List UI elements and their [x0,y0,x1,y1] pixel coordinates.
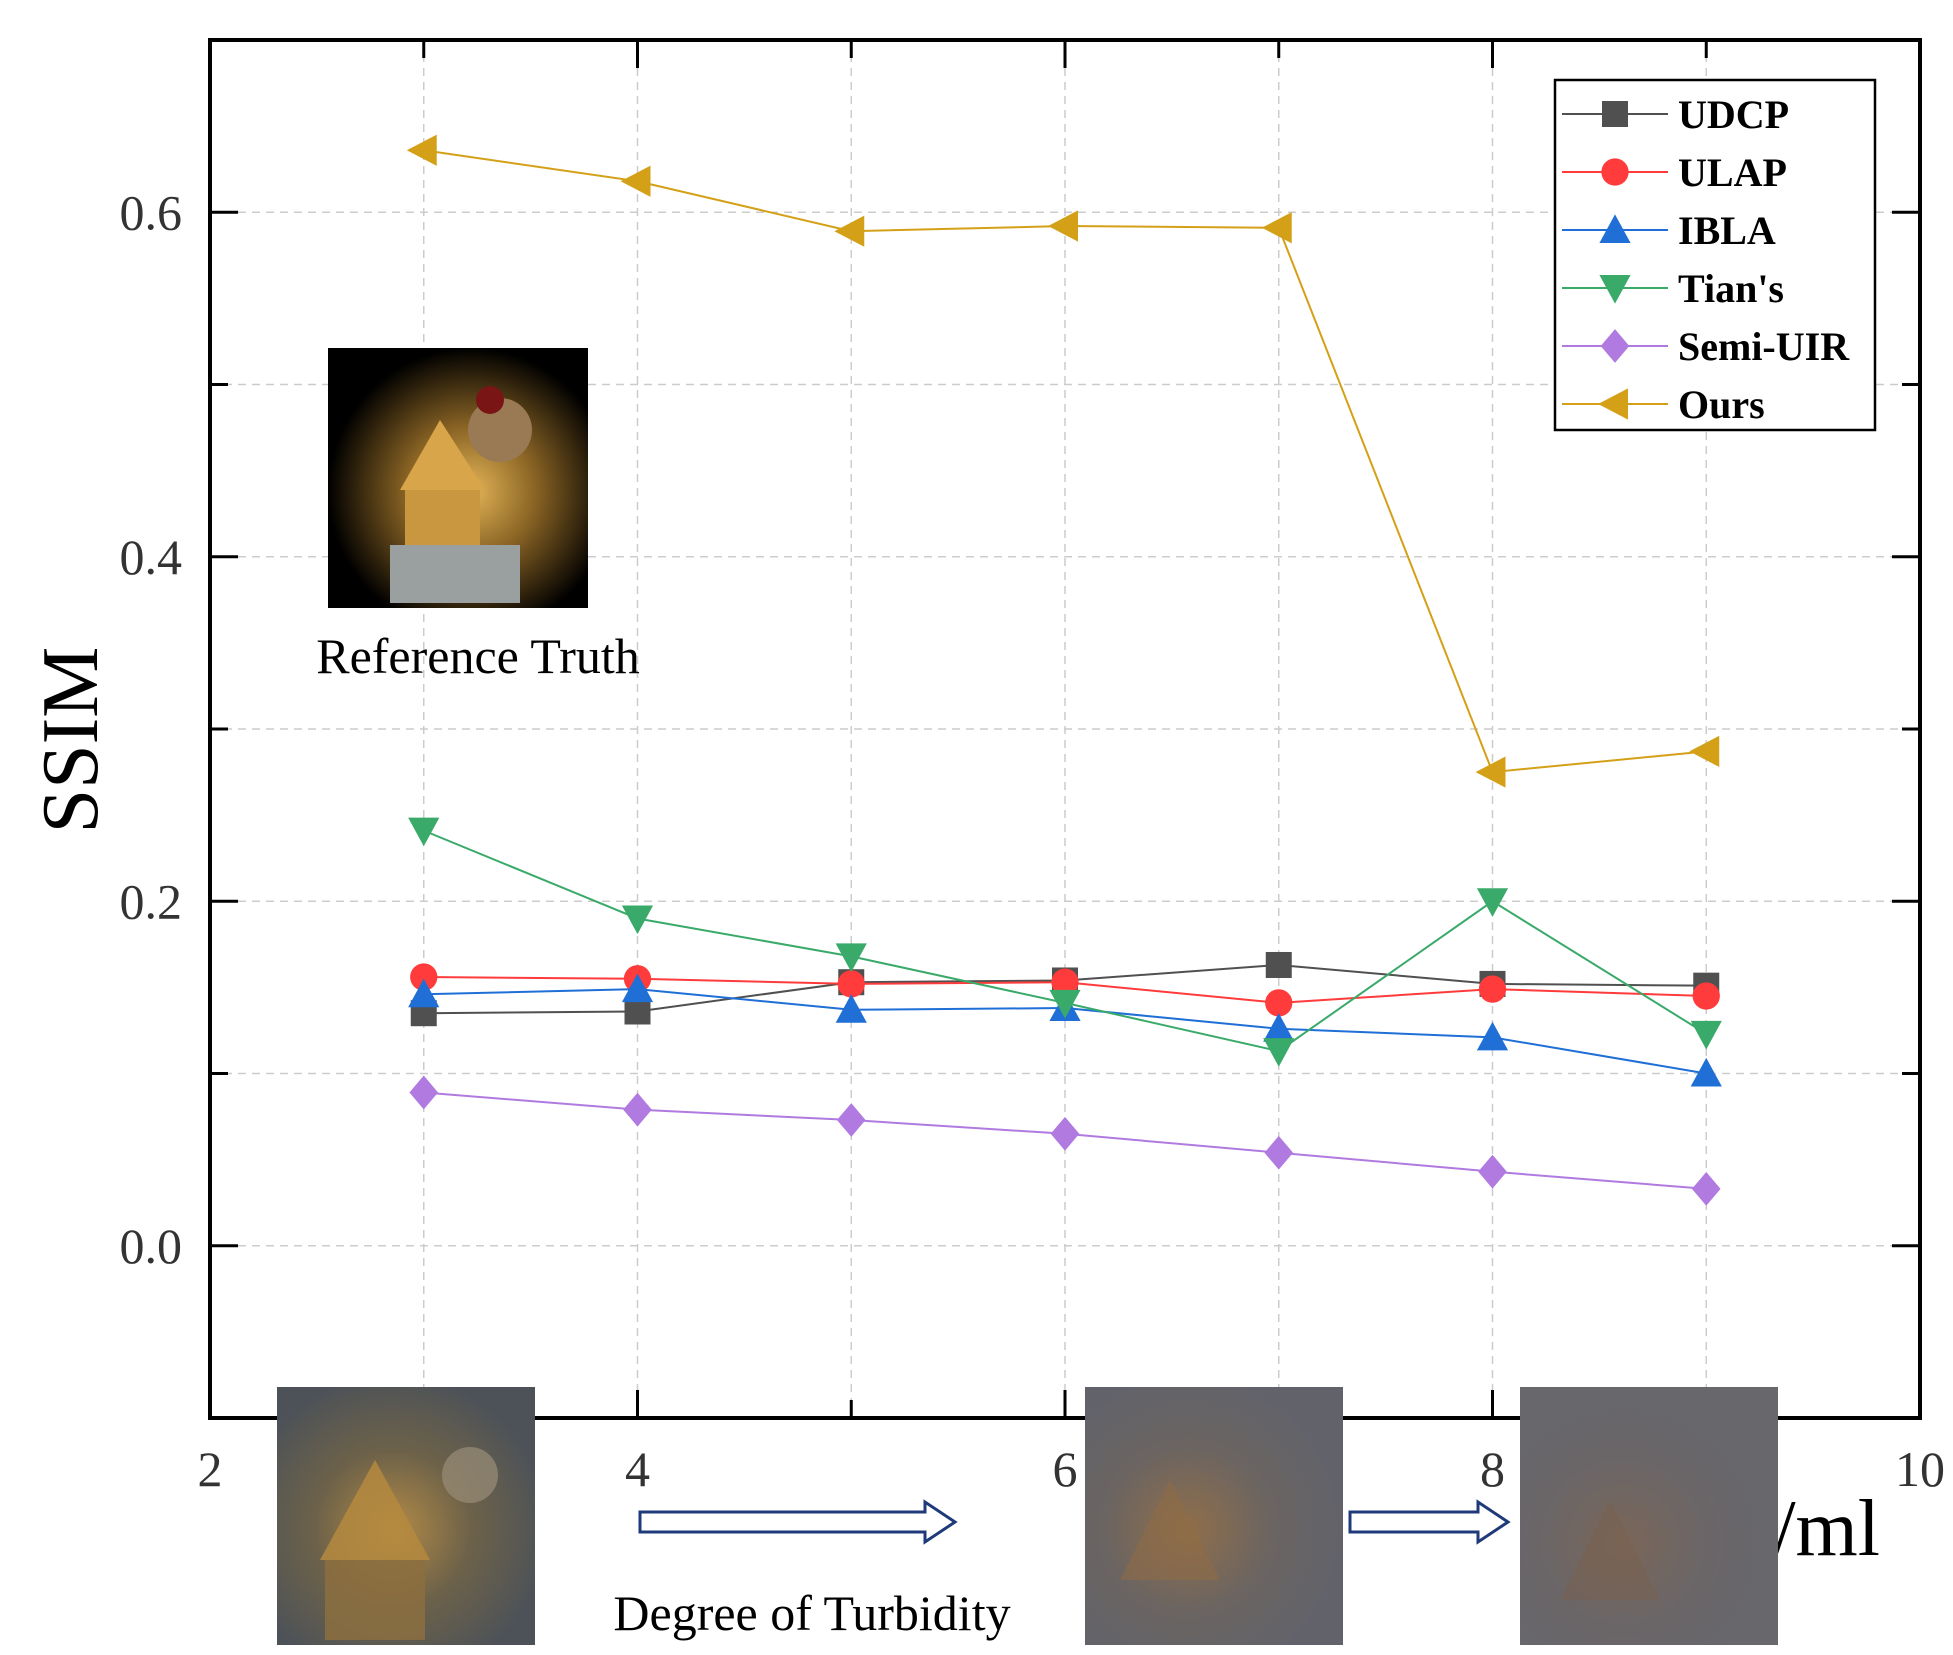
legend-item-udcp: UDCP [1562,92,1789,137]
legend-label-udcp: UDCP [1678,92,1789,137]
point-ulap [837,970,865,998]
point-semi-uir [1691,1172,1721,1206]
plot-frame [208,38,1922,1420]
point-tian-s [835,943,867,972]
legend-entries: UDCP ULAP IBLA Tian's Semi-UIR Ours [1562,92,1850,427]
point-ulap [1692,982,1720,1010]
y-axis-title: SSIM [27,647,115,834]
point-ours [834,215,865,247]
point-udcp [1265,951,1292,978]
legend-item-tian-s: Tian's [1562,266,1784,311]
series-semi-uir [409,1075,1721,1206]
point-ulap [410,963,438,991]
series-ours [406,134,1720,788]
point-ours [620,165,651,197]
legend-item-semi-uir: Semi-UIR [1562,324,1850,369]
x-tick-label: 10 [1895,1441,1945,1497]
turbidity-arrow-2 [1348,1499,1511,1545]
point-ours [1048,210,1078,242]
point-ours [1689,735,1720,767]
series-layer [406,134,1722,1206]
point-semi-uir [409,1075,439,1110]
legend-label-ours: Ours [1678,382,1765,427]
mid-turbidity-image [1085,1387,1343,1645]
point-ours [406,134,437,166]
point-ours [1261,212,1292,244]
reference-image [328,348,588,608]
x-tick-label: 2 [198,1441,223,1497]
legend-marker-udcp [1602,101,1628,127]
point-ulap [1478,975,1507,1003]
y-tick-label: 0.6 [120,184,183,240]
legend-marker-ulap [1601,158,1629,186]
series-tian-s [408,817,1722,1067]
legend-box [1553,78,1877,432]
point-ibla [1690,1057,1722,1087]
reference-caption: Reference Truth [316,628,640,684]
legend-marker-ibla [1599,214,1631,243]
x-tick-label: 8 [1480,1441,1505,1497]
legend-item-ibla: IBLA [1562,208,1776,253]
point-tian-s [1049,989,1081,1019]
point-semi-uir [1050,1116,1080,1151]
legend-item-ours: Ours [1562,382,1765,427]
legend: UDCP ULAP IBLA Tian's Semi-UIR Ours [1553,78,1877,432]
legend-label-semi-uir: Semi-UIR [1678,324,1850,369]
legend-marker-semi-uir [1600,329,1630,363]
point-tian-s [1263,1038,1295,1067]
point-ibla [835,994,867,1023]
x-tick-label: 6 [1053,1441,1078,1497]
y-tick-label: 0.0 [120,1218,183,1274]
point-ibla [1263,1013,1295,1042]
legend-marker-tian-s [1599,275,1631,304]
turbidity-arrow-1 [638,1499,958,1545]
legend-label-tian-s: Tian's [1678,266,1784,311]
point-ibla [621,973,654,1003]
legend-marker-ours [1598,388,1628,420]
legend-label-ulap: ULAP [1678,150,1787,195]
x-axis-title: /ml [1773,1485,1880,1573]
point-ulap [1051,968,1079,996]
low-turbidity-image [277,1387,535,1645]
legend-label-ibla: IBLA [1678,208,1776,253]
high-turbidity-image [1520,1387,1778,1645]
point-ibla [1476,1021,1509,1051]
point-semi-uir [836,1103,866,1137]
point-semi-uir [1264,1135,1294,1170]
x-tick-label: 4 [625,1441,650,1497]
point-tian-s [1476,888,1509,917]
point-tian-s [408,817,440,847]
point-semi-uir [623,1092,652,1127]
legend-item-ulap: ULAP [1562,150,1787,195]
point-ours [1475,756,1506,788]
point-udcp [624,998,651,1025]
y-tick-label: 0.4 [120,529,183,585]
turbidity-caption: Degree of Turbidity [613,1585,1010,1641]
point-tian-s [1690,1020,1722,1050]
point-ulap [1265,989,1293,1017]
y-tick-label: 0.2 [120,873,183,929]
point-ibla [408,978,440,1008]
point-tian-s [621,905,654,935]
point-semi-uir [1478,1154,1507,1189]
